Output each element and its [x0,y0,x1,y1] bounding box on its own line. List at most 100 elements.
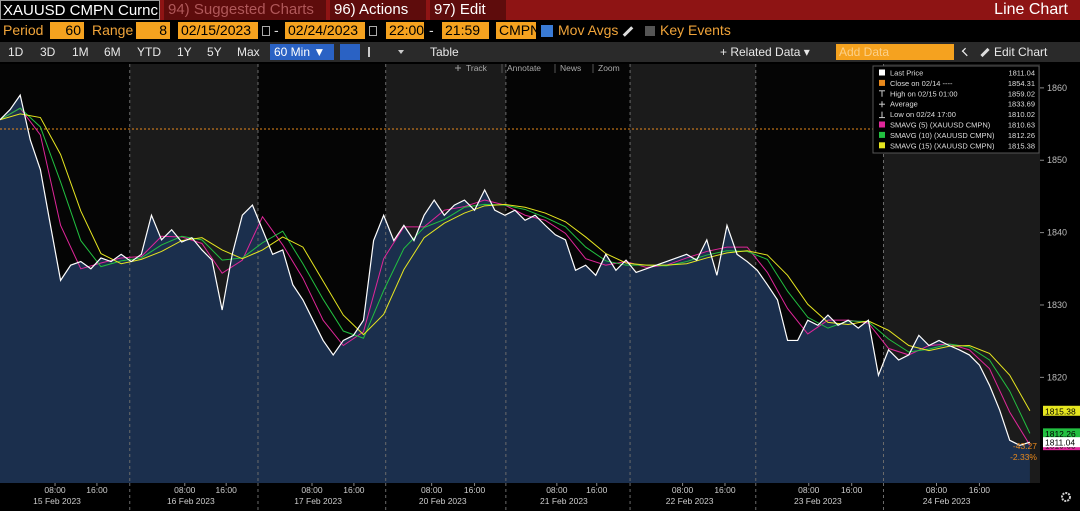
x-axis-area [0,483,1080,511]
x-tick-label: 08:00 [301,485,323,495]
range-button[interactable]: 1D [8,45,24,59]
title-bar: XAUUSD CMPN Curnc 94) Suggested Charts 9… [0,0,1080,20]
legend-label: Last Price [890,69,923,78]
y-tick-label: 1820 [1047,372,1067,382]
range-button[interactable]: YTD [137,45,161,59]
security-field[interactable]: XAUUSD CMPN Curnc [0,0,160,20]
calendar-icon[interactable] [262,26,270,36]
legend-label: Close on 02/14 ---- [890,79,953,88]
legend-value: 1854.31 [1008,79,1035,88]
legend-label: High on 02/15 01:00 [890,89,958,98]
legend-swatch [879,131,885,138]
end-date-input[interactable]: 02/24/2023 [285,22,365,39]
chart-tool[interactable]: Annotate [507,63,541,73]
key-events-label[interactable]: Key Events [660,22,731,38]
bar-chart-icon[interactable] [368,47,370,57]
period-label: Period [3,22,44,38]
pencil-icon[interactable] [622,26,634,37]
value-tag-label: 1811.04 [1045,438,1075,448]
checkbox[interactable] [645,26,655,36]
legend-value: 1833.69 [1008,100,1035,109]
value-tag [1043,405,1080,416]
x-tick-label: 08:00 [672,485,694,495]
table-button[interactable]: Table [430,45,459,59]
legend-label: SMAVG (10) (XAUUSD CMPN) [890,131,995,140]
control-bar: Period 60 Range 8 02/15/2023 - 02/24/202… [0,20,1080,42]
calendar-icon[interactable] [369,26,377,36]
x-tick-label: 08:00 [546,485,568,495]
separator: - [429,22,434,38]
add-data-input[interactable]: Add Data [836,44,954,60]
axis-area [1040,64,1080,483]
range-button[interactable]: 3D [40,45,56,59]
change-label: -43.27 [1013,441,1037,451]
pencil-icon[interactable] [980,47,990,58]
chart-tool[interactable]: News [560,63,581,73]
legend-label: Average [890,100,918,109]
day-label: 21 Feb 2023 [540,496,588,506]
legend-label: SMAVG (15) (XAUUSD CMPN) [890,141,995,150]
start-date-input[interactable]: 02/15/2023 [178,22,258,39]
range-input[interactable]: 8 [136,22,170,39]
day-label: 17 Feb 2023 [294,496,342,506]
price-area [0,95,1030,484]
y-tick-label: 1850 [1047,155,1067,165]
x-tick-label: 08:00 [926,485,948,495]
y-tick-label: 1840 [1047,228,1067,238]
checkbox-checked[interactable] [541,25,553,37]
menu-button[interactable]: 96) Actions [330,0,426,20]
settings-icon[interactable] [1061,492,1071,502]
range-button[interactable]: Max [237,45,260,59]
x-tick-label: 08:00 [798,485,820,495]
y-tick-label: 1860 [1047,83,1067,93]
legend-swatch [879,79,885,86]
day-label: 15 Feb 2023 [33,496,81,506]
legend-value: 1859.02 [1008,89,1035,98]
x-tick-label: 16:00 [86,485,108,495]
x-tick-label: 08:00 [174,485,196,495]
range-button[interactable]: 1M [72,45,89,59]
value-tag [1043,428,1080,439]
chart-tool[interactable]: Zoom [598,63,620,73]
value-tag-label: 1812.26 [1045,429,1076,439]
chart-tool[interactable]: Track [466,63,488,73]
legend-label: SMAVG (5) (XAUUSD CMPN) [890,121,991,130]
change-pct-label: -2.33% [1010,452,1037,462]
price-line [0,93,1031,447]
range-label: Range [92,22,134,38]
mov-avgs-label[interactable]: Mov Avgs [558,22,619,38]
dropdown-arrow[interactable] [398,50,404,54]
x-tick-label: 16:00 [586,485,608,495]
period-input[interactable]: 60 [50,22,84,39]
range-button[interactable]: 6M [104,45,121,59]
edit-chart-button[interactable]: Edit Chart [994,45,1048,59]
toolbar: 1D 3D 1M 6M YTD 1Y 5Y Max 60 Min ▼ Table… [0,42,1080,62]
view-title: Line Chart [994,1,1068,18]
x-tick-label: 16:00 [969,485,991,495]
day-label: 16 Feb 2023 [167,496,215,506]
x-tick-label: 16:00 [841,485,863,495]
legend-label: Low on 02/24 17:00 [890,110,956,119]
x-tick-label: 08:00 [44,485,66,495]
start-time-input[interactable]: 22:00 [386,22,424,39]
value-tag-label: 1815.38 [1045,406,1076,416]
x-tick-label: 08:00 [421,485,443,495]
end-time-input[interactable]: 21:59 [442,22,489,39]
menu-button[interactable]: 97) Edit [430,0,506,20]
related-data-button[interactable]: + Related Data ▾ [720,45,810,59]
line-chart-icon[interactable] [340,44,360,60]
x-tick-label: 16:00 [216,485,238,495]
day-label: 23 Feb 2023 [794,496,842,506]
legend-value: 1810.63 [1008,121,1035,130]
legend-swatch [879,69,885,76]
interval-dropdown[interactable]: 60 Min ▼ [270,44,334,60]
collapse-icon[interactable] [961,47,971,57]
source-input[interactable]: CMPN [496,22,540,39]
range-button[interactable]: 1Y [177,45,192,59]
range-button[interactable]: 5Y [207,45,222,59]
day-label: 24 Feb 2023 [923,496,971,506]
menu-button[interactable]: 94) Suggested Charts [164,0,326,20]
y-tick-label: 1830 [1047,300,1067,310]
